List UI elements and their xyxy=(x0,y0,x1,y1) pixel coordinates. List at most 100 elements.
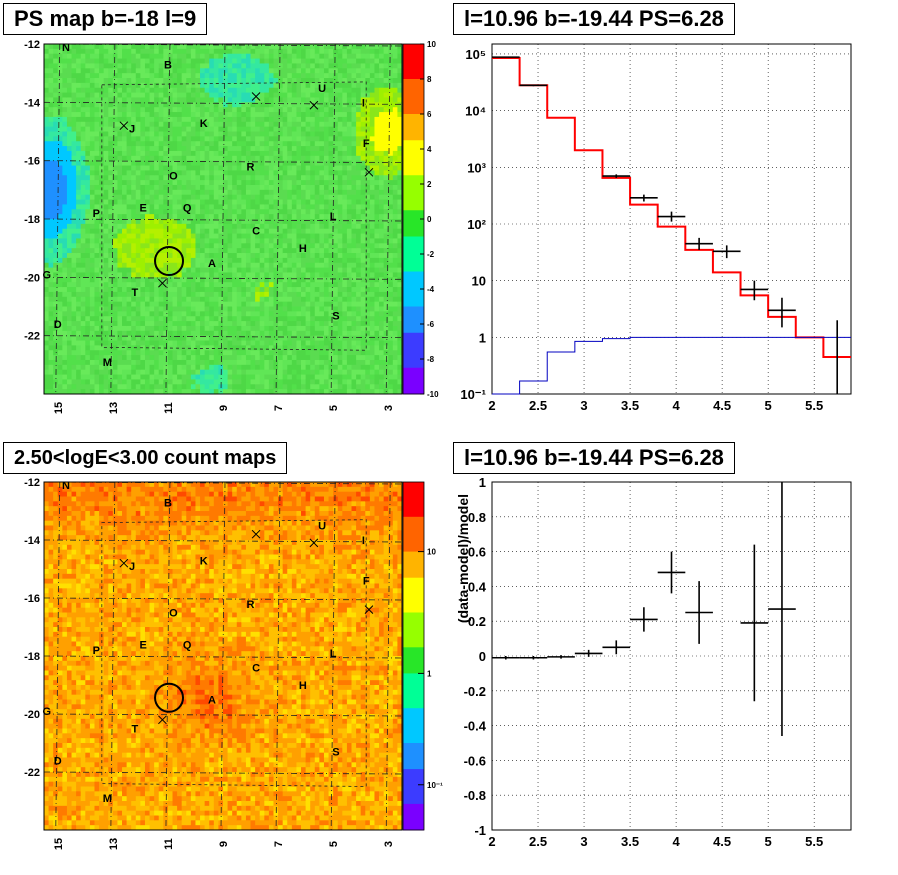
source-cross xyxy=(309,100,319,110)
source-label-K: K xyxy=(200,118,208,130)
spectrum-data-point xyxy=(657,211,686,222)
colorbar-tick-label: 8 xyxy=(427,75,432,84)
source-cross xyxy=(251,92,261,101)
source-cross xyxy=(158,715,167,725)
spectrum-y-tick-label: 1 xyxy=(479,330,486,345)
colorbar xyxy=(403,44,424,395)
map-grid-line xyxy=(220,481,226,831)
residual-data-point xyxy=(685,581,713,644)
source-label-G: G xyxy=(42,269,51,281)
x-tick-label: 3 xyxy=(383,405,395,411)
map-grid-line xyxy=(330,43,336,395)
source-label-F: F xyxy=(363,138,370,150)
source-label-E: E xyxy=(139,202,146,214)
map-frame xyxy=(43,43,403,395)
colorbar xyxy=(403,482,424,831)
colorbar-tick-label: -8 xyxy=(427,355,435,364)
spectrum-series-1 xyxy=(492,336,851,395)
x-tick-label: 7 xyxy=(273,405,285,411)
spectrum-data-point xyxy=(519,84,548,87)
spectrum-data-point xyxy=(712,245,741,259)
x-tick-label: 11 xyxy=(163,838,175,850)
source-label-G: G xyxy=(42,706,51,718)
x-tick-label: 15 xyxy=(53,838,65,850)
source-label-I: I xyxy=(362,97,365,109)
spectrum-series-0 xyxy=(492,56,851,358)
source-label-R: R xyxy=(247,599,255,611)
source-label-K: K xyxy=(200,555,208,567)
source-cross xyxy=(364,605,374,614)
residual-data-point xyxy=(768,482,796,737)
x-tick-label: 13 xyxy=(108,838,120,850)
residual-y-tick-label: 0.4 xyxy=(468,579,487,594)
source-label-J: J xyxy=(129,561,135,573)
source-label-R: R xyxy=(247,162,255,174)
source-label-U: U xyxy=(318,83,326,95)
source-label-C: C xyxy=(252,663,260,675)
y-tick-label: -22 xyxy=(24,331,40,343)
colorbar-tick-label: -10 xyxy=(427,390,439,399)
target-circle xyxy=(154,246,185,276)
y-tick-label: -20 xyxy=(24,709,40,721)
residual-data-point xyxy=(602,640,631,655)
map-ps xyxy=(44,44,403,395)
map-count xyxy=(44,482,403,831)
residual-y-tick-label: 0.6 xyxy=(468,545,486,560)
source-label-S: S xyxy=(332,310,339,322)
map-grid-line xyxy=(165,481,171,831)
colorbar-tick-label: 10 xyxy=(427,40,436,49)
colorbar-tick-label: 0 xyxy=(427,215,432,224)
target-circle xyxy=(154,682,185,713)
x-tick-label: 9 xyxy=(218,405,230,411)
source-label-A: A xyxy=(208,258,216,270)
map-grid-line xyxy=(275,43,281,395)
map-grid-line xyxy=(220,43,226,395)
spectrum-data-point xyxy=(492,56,520,58)
residual-y-tick-label: -0.8 xyxy=(464,788,486,803)
residual-data-point xyxy=(519,656,548,660)
spectrum-y-tick-label: 10³ xyxy=(467,160,486,175)
residual-data-point xyxy=(740,544,769,702)
x-tick-label: 9 xyxy=(218,841,230,847)
colorbar-tick-label: 4 xyxy=(427,145,432,154)
map-grid-line xyxy=(330,481,336,831)
spectrum-title: l=10.96 b=-19.44 PS=6.28 xyxy=(453,3,735,35)
spectrum-y-tick-label: 10 xyxy=(472,274,486,289)
colorbar-tick-label: 6 xyxy=(427,110,432,119)
colorbar-tick-label: 10⁻¹ xyxy=(427,781,443,790)
colorbar-tick-label: 1 xyxy=(427,669,432,678)
residual-x-tick-label: 5.5 xyxy=(805,834,823,849)
source-cross xyxy=(119,558,129,568)
spectrum-y-tick-label: 10² xyxy=(467,217,486,232)
spectrum-x-tick-label: 2.5 xyxy=(529,398,547,413)
spectrum-x-tick-label: 5.5 xyxy=(805,398,823,413)
residual-x-tick-label: 5 xyxy=(765,834,772,849)
colorbar-tick-label: -2 xyxy=(427,250,435,259)
residual-x-tick-label: 3 xyxy=(580,834,587,849)
source-label-N: N xyxy=(62,480,70,492)
x-tick-label: 5 xyxy=(328,405,340,411)
residual-x-tick-label: 2 xyxy=(488,834,495,849)
y-tick-label: -18 xyxy=(24,651,40,663)
residual-y-axis-label: (data-model)/model xyxy=(455,494,471,623)
residual-x-tick-label: 3.5 xyxy=(621,834,639,849)
spectrum-x-tick-label: 3.5 xyxy=(621,398,639,413)
spectrum-x-tick-label: 3 xyxy=(580,398,587,413)
source-label-Q: Q xyxy=(183,639,192,651)
spectrum-data-point xyxy=(740,280,769,301)
y-tick-label: -14 xyxy=(24,97,41,109)
source-label-O: O xyxy=(169,170,178,182)
source-cross xyxy=(158,278,167,288)
colorbar-tick-label: 2 xyxy=(427,180,432,189)
y-tick-label: -22 xyxy=(24,767,40,779)
x-tick-label: 5 xyxy=(328,841,340,847)
map-grid-line xyxy=(165,43,171,395)
source-label-P: P xyxy=(93,645,100,657)
source-label-A: A xyxy=(208,695,216,707)
spectrum-y-tick-label: 10⁵ xyxy=(465,47,486,62)
y-tick-label: -16 xyxy=(24,156,40,168)
map-grid-line xyxy=(385,481,391,831)
source-cross xyxy=(119,121,129,131)
x-tick-label: 3 xyxy=(383,841,395,847)
source-label-D: D xyxy=(54,755,62,767)
